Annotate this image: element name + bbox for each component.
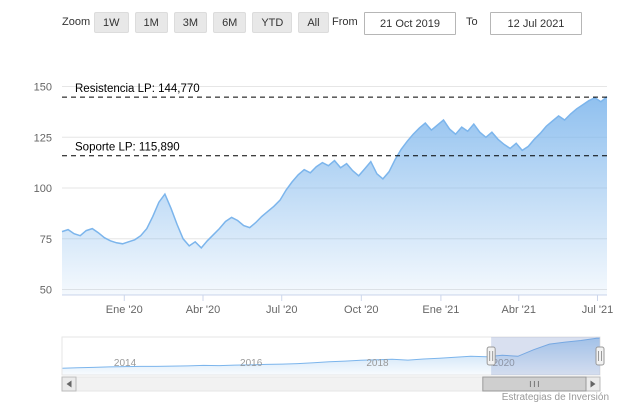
y-axis-label: 125 [34,132,52,144]
from-date-input[interactable] [364,12,456,35]
annotation-label-0: Resistencia LP: 144,770 [75,83,200,95]
navigator-year-label: 2014 [114,358,137,369]
y-axis-label: 50 [40,285,52,297]
zoom-button-1m[interactable]: 1M [134,12,168,33]
plot-area[interactable] [62,75,607,295]
scrollbar-left-arrow-icon [66,380,72,388]
to-date-input[interactable] [490,12,582,35]
x-axis-label: Abr '20 [186,304,221,316]
navigator-line [61,337,600,369]
x-axis-label: Ene '20 [106,304,143,316]
navigator-year-label: 2018 [366,358,389,369]
from-label: From [332,16,358,28]
credits-text: Estrategias de Inversión [501,392,609,403]
to-label: To [466,16,478,28]
range-selector-toolbar: Zoom 1W 1M 3M 6M YTD All From To [0,12,617,35]
zoom-button-all[interactable]: All [298,12,329,33]
annotation-label-1: Soporte LP: 115,890 [75,142,180,154]
navigator-handle-right[interactable] [595,346,605,366]
navigator-window[interactable] [491,337,600,375]
zoom-button-group: 1W 1M 3M 6M YTD All [94,12,329,33]
navigator-handle-left[interactable] [486,346,496,366]
x-axis-label: Abr '21 [502,304,537,316]
zoom-button-ytd[interactable]: YTD [252,12,293,33]
navigator-year-label: 2020 [492,358,515,369]
zoom-button-6m[interactable]: 6M [213,12,247,33]
scrollbar-right-arrow-icon [590,380,596,388]
y-axis-label: 150 [34,82,52,94]
y-axis-label: 75 [40,234,52,246]
zoom-button-1w[interactable]: 1W [94,12,129,33]
y-axis-label: 100 [34,183,52,195]
x-axis-label: Jul '21 [582,304,613,316]
price-line [61,96,608,250]
zoom-label: Zoom [62,16,91,28]
x-axis-label: Ene '21 [422,304,459,316]
x-axis-label: Oct '20 [344,304,379,316]
navigator-year-label: 2016 [240,358,263,369]
zoom-button-3m[interactable]: 3M [173,12,208,33]
x-axis-label: Jul '20 [266,304,297,316]
